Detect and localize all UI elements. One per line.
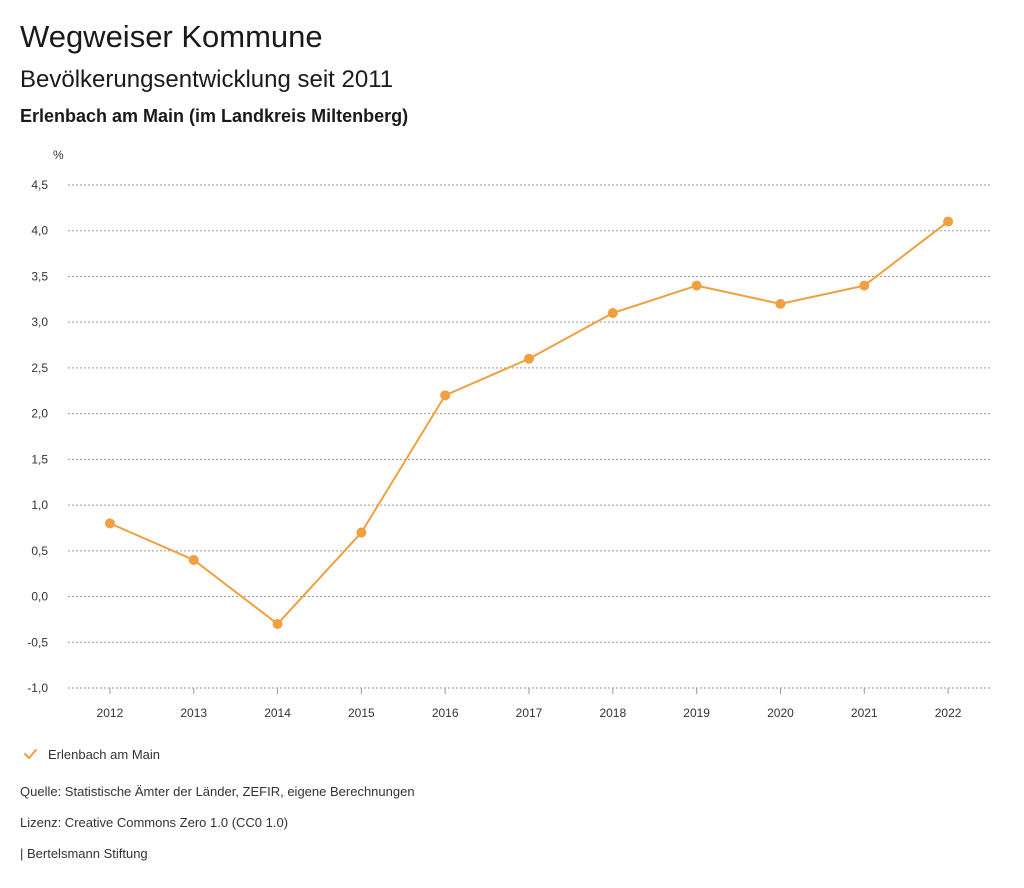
data-point[interactable]	[440, 390, 451, 401]
series-line	[109, 220, 949, 625]
x-tick-label: 2018	[599, 706, 626, 720]
license-note: Lizenz: Creative Commons Zero 1.0 (CC0 1…	[20, 815, 289, 830]
x-tick-label: 2014	[264, 706, 291, 720]
x-tick-label: 2019	[683, 706, 710, 720]
data-point[interactable]	[524, 353, 534, 364]
x-tick-label: 2020	[767, 706, 794, 720]
x-tick-label: 2013	[180, 706, 207, 720]
y-tick-label: 0,0	[31, 590, 48, 604]
data-point[interactable]	[272, 618, 283, 629]
y-tick-label: -1,0	[27, 681, 48, 695]
source-note: Quelle: Statistische Ämter der Länder, Z…	[20, 784, 415, 799]
y-axis-unit: %	[53, 148, 64, 162]
y-tick-label: 4,0	[31, 224, 48, 238]
x-tick-label: 2012	[97, 706, 124, 720]
y-tick-label: 1,5	[31, 452, 48, 466]
legend-label: Erlenbach am Main	[48, 746, 160, 762]
checkmark-icon	[24, 749, 37, 759]
data-point[interactable]	[104, 518, 115, 529]
chart-legend[interactable]: Erlenbach am Main	[20, 744, 160, 764]
y-tick-label: 2,0	[31, 407, 48, 421]
publisher-note: | Bertelsmann Stiftung	[20, 846, 148, 861]
y-tick-label: 4,5	[31, 178, 48, 192]
data-point[interactable]	[188, 554, 199, 565]
y-tick-label: -0,5	[27, 635, 48, 649]
page-title: Wegweiser Kommune	[20, 19, 323, 54]
x-tick-label: 2017	[516, 706, 543, 720]
series-erlenbach	[104, 216, 954, 629]
y-tick-label: 0,5	[31, 544, 48, 558]
data-point[interactable]	[859, 280, 870, 291]
x-tick-label: 2016	[432, 706, 459, 720]
data-point[interactable]	[356, 527, 367, 538]
x-tick-label: 2022	[935, 706, 962, 720]
grid-lines	[68, 184, 990, 689]
data-point[interactable]	[775, 298, 786, 309]
x-tick-label: 2021	[851, 706, 878, 720]
data-point[interactable]	[691, 280, 702, 291]
x-tick-label: 2015	[348, 706, 375, 720]
y-tick-label: 3,0	[31, 315, 48, 329]
y-tick-label: 3,5	[31, 269, 48, 283]
data-point[interactable]	[607, 308, 618, 319]
chart-subtitle: Bevölkerungsentwicklung seit 2011	[20, 66, 394, 93]
y-tick-label: 2,5	[31, 361, 48, 375]
y-tick-label: 1,0	[31, 498, 48, 512]
x-axis-ticks: 2012 2013 2014 2015 2016 2017 2018 2019 2020 2021…	[97, 688, 962, 720]
y-axis-ticks: -1,0 -0,5 0,0 0,5 1,0 1,5 2,0 2,5 3,0 3,5 4,0 4,5	[27, 178, 48, 695]
region-name: Erlenbach am Main (im Landkreis Miltenbe…	[20, 106, 409, 126]
data-point[interactable]	[943, 216, 954, 227]
line-chart: % -1,0 -0,5 0,0 0,5 1,0 1,5 2,0 2,5 3,0 3,5 4,0 4,5…	[27, 148, 990, 720]
